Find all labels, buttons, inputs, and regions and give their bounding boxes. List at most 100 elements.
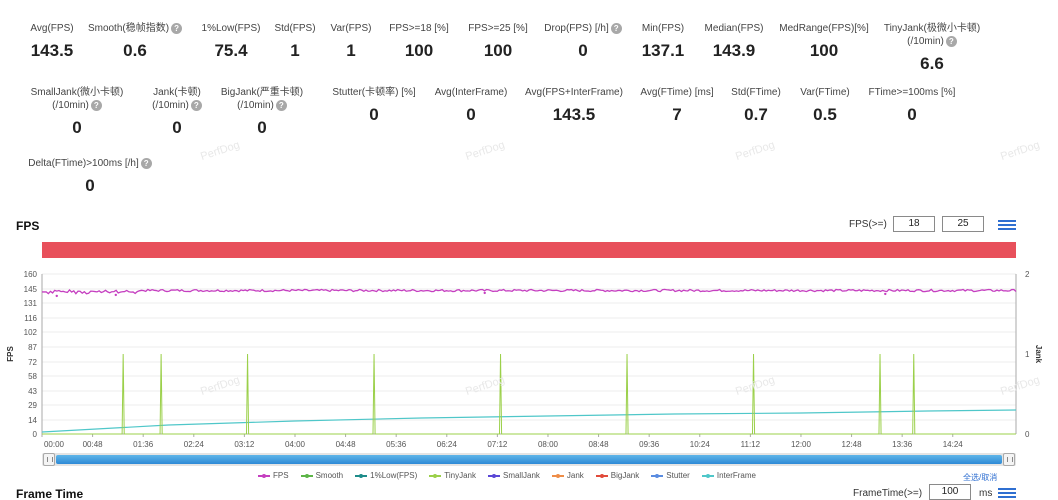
stat-value: 0 [907, 105, 917, 124]
y-tick-label: 29 [28, 401, 37, 410]
stat-value: 0 [257, 118, 267, 137]
stat-value: 0 [578, 41, 588, 60]
legend-swatch [551, 473, 564, 478]
fps-dip-point [884, 292, 887, 296]
legend-item-stutter[interactable]: Stutter [651, 471, 690, 480]
fps-section-title: FPS [16, 219, 40, 233]
help-icon[interactable]: ? [140, 157, 152, 169]
legend-label: FPS [273, 471, 289, 480]
help-icon[interactable]: ? [90, 99, 102, 111]
y-tick-label: 131 [24, 299, 38, 308]
legend-item-fps[interactable]: FPS [258, 471, 289, 480]
x-tick-label: 11:12 [741, 440, 761, 449]
stat-label: Median(FPS) [704, 23, 764, 34]
watermark: PerfDog [464, 139, 507, 163]
y-tick-label: 72 [28, 358, 37, 367]
help-icon[interactable]: ? [945, 35, 957, 47]
frametime-threshold-input[interactable]: 100 [929, 484, 971, 500]
chart-time-scrollbar[interactable] [42, 453, 1016, 466]
legend-item-1-low-fps-[interactable]: 1%Low(FPS) [355, 471, 417, 480]
legend-item-tinyjank[interactable]: TinyJank [429, 471, 476, 480]
stat-value: 100 [809, 41, 839, 60]
stat-label: Min(FPS) [641, 23, 685, 34]
stat-stats_row2-1: Jank(卡顿) (/10min)? 0 [107, 86, 247, 138]
stat-stats_row2-0: SmallJank(微小卡顿) (/10min)? 0 [7, 86, 147, 138]
stat-value: 0.6 [123, 41, 147, 60]
help-icon[interactable]: ? [275, 99, 287, 111]
legend-item-interframe[interactable]: InterFrame [701, 471, 756, 480]
stat-stats_row1-2: 1%Low(FPS) 75.4 [161, 22, 301, 61]
y-tick-label: 43 [28, 387, 37, 396]
frametime-threshold-label: FrameTime(>=) [853, 488, 923, 499]
fps-dip-point [114, 293, 117, 297]
legend-item-bigjank[interactable]: BigJank [595, 471, 639, 480]
stat-label: MedRange(FPS)[%] [779, 23, 869, 34]
legend-swatch [258, 473, 270, 478]
stat-value: 0 [85, 176, 95, 195]
legend-label: Stutter [666, 471, 690, 480]
legend-label: 1%Low(FPS) [370, 471, 418, 480]
stat-value: 0.7 [744, 105, 768, 124]
stat-stats_row2-3: Stutter(卡顿率) [%] 0 [304, 86, 444, 125]
help-icon[interactable]: ? [610, 22, 622, 34]
legend-item-smalljank[interactable]: SmallJank [487, 471, 540, 480]
x-tick-label: 12:00 [791, 440, 812, 449]
stat-label-unit: (/10min)? [107, 99, 247, 112]
help-icon[interactable]: ? [190, 99, 202, 111]
stat-label: FPS>=25 [%] [468, 23, 528, 34]
legend-select-all-link[interactable]: 全选/取消 [963, 473, 998, 482]
stat-value: 1 [290, 41, 300, 60]
scrollbar-left-handle[interactable] [43, 453, 55, 466]
legend-swatch [487, 473, 500, 478]
stat-label: Avg(InterFrame) [434, 87, 508, 98]
legend-item-jank[interactable]: Jank [551, 471, 584, 480]
x-tick-label: 06:24 [437, 440, 458, 449]
stat-label: Std(FTime) [731, 87, 781, 98]
stat-stats_row1-4: Var(FPS) 1 [281, 22, 421, 61]
y2-tick-label: 2 [1025, 270, 1030, 279]
x-tick-label: 02:24 [184, 440, 205, 449]
scrollbar-range[interactable] [56, 455, 1002, 464]
stat-label: Delta(FTime)>100ms [/h]? [20, 157, 160, 170]
legend-swatch [429, 473, 442, 478]
watermark: PerfDog [999, 374, 1042, 398]
stat-value: 6.6 [920, 54, 944, 73]
x-tick-label: 07:12 [487, 440, 508, 449]
legend-item-smooth[interactable]: Smooth [300, 471, 343, 480]
fps-settings-icon[interactable] [998, 220, 1016, 230]
legend-swatch [651, 473, 664, 478]
fps-dip-point [483, 291, 486, 295]
watermark: PerfDog [464, 374, 507, 398]
scrollbar-right-handle[interactable] [1003, 453, 1015, 466]
stat-label: Jank(卡顿) [153, 87, 201, 98]
stat-label: Drop(FPS) [/h]? [513, 22, 653, 35]
stat-value: 75.4 [214, 41, 248, 60]
watermark: PerfDog [199, 374, 242, 398]
stat-label: Var(FTime) [800, 87, 850, 98]
frametime-settings-icon[interactable] [998, 488, 1016, 498]
watermark: PerfDog [199, 139, 242, 163]
stat-label: FTime>=100ms [%] [868, 87, 956, 98]
y-tick-label: 87 [28, 343, 37, 352]
watermark: PerfDog [734, 374, 777, 398]
fps-threshold-input-1[interactable]: 18 [893, 216, 935, 232]
fps-threshold-label: FPS(>=) [849, 219, 887, 230]
x-tick-label: 12:48 [842, 440, 863, 449]
stat-value: 100 [404, 41, 434, 60]
stat-value: 7 [672, 105, 682, 124]
stat-label: Avg(FPS) [30, 23, 74, 34]
legend-swatch [355, 473, 368, 478]
x-tick-label: 14:24 [943, 440, 964, 449]
stat-label: Avg(FTime) [ms] [640, 87, 714, 98]
watermark: PerfDog [734, 139, 777, 163]
stat-stats_row1-0: Avg(FPS) 143.5 [0, 22, 122, 61]
x-tick-label: 04:00 [285, 440, 306, 449]
stat-stats_row1-7: Drop(FPS) [/h]? 0 [513, 22, 653, 61]
frame-time-section-title: Frame Time [16, 487, 84, 500]
stat-value: 143.9 [712, 41, 756, 60]
series-tinyjank-line [42, 353, 1016, 435]
stat-value: 0.5 [813, 105, 837, 124]
fps-threshold-input-2[interactable]: 25 [942, 216, 984, 232]
help-icon[interactable]: ? [171, 22, 183, 34]
y-tick-label: 0 [33, 430, 38, 439]
